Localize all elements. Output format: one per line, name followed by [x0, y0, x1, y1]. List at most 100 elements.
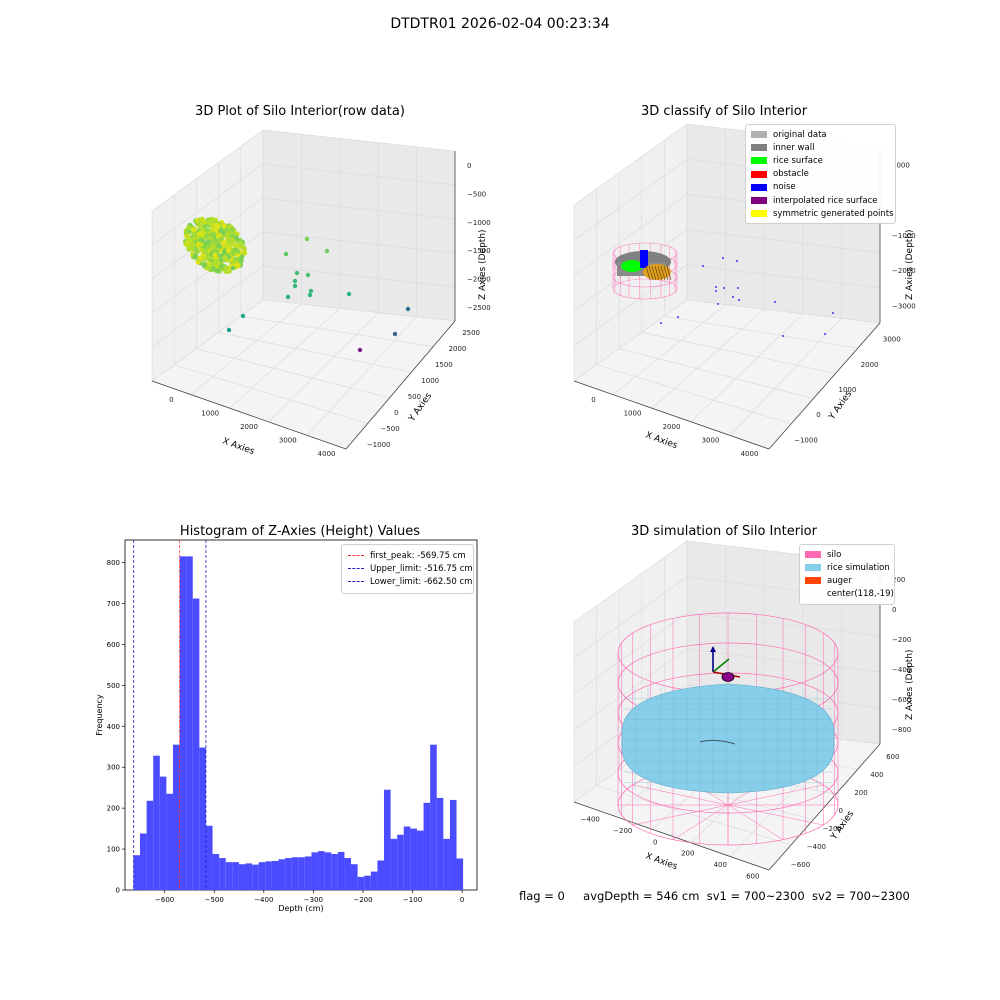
- tick-label: 400: [714, 861, 727, 869]
- noise-point: [736, 260, 738, 262]
- raw-point: [191, 227, 197, 233]
- histogram-bar: [285, 858, 292, 890]
- histogram-bar: [238, 864, 246, 890]
- raw-point: [206, 260, 212, 266]
- tick-label: −3000: [892, 302, 916, 310]
- legend-swatch: [751, 197, 767, 205]
- histogram-bar: [166, 793, 173, 890]
- interpolated-hatch: [648, 265, 654, 281]
- noise-point: [660, 322, 662, 324]
- figure-title: DTDTR01 2026-02-04 00:23:34: [390, 16, 610, 32]
- raw-point: [201, 249, 208, 255]
- floor-grid-line: [596, 785, 792, 846]
- histogram-bar: [410, 828, 417, 890]
- tick-label: −2000: [467, 276, 491, 284]
- legend-label: interpolated rice surface: [773, 195, 878, 206]
- y-tick-label: 200: [107, 805, 120, 813]
- simulation-plot-title: 3D simulation of Silo Interior: [631, 524, 817, 539]
- raw-point: [241, 246, 247, 252]
- raw-outlier-point: [294, 270, 300, 276]
- histogram-bar: [291, 857, 299, 890]
- legend-label: inner wall: [773, 142, 815, 153]
- legend-label: obstacle: [773, 169, 809, 180]
- raw-point: [193, 247, 199, 253]
- simulation-y-tick-labels: −600 −400 −200 0 200 400 600: [791, 753, 900, 869]
- raw-point: [222, 254, 228, 261]
- histogram-bar: [370, 871, 378, 890]
- raw-outlier-point: [304, 236, 310, 242]
- histogram-x-axis-label: Depth (cm): [278, 904, 323, 913]
- raw-outlier-point: [283, 251, 289, 257]
- raw-outlier-point: [240, 313, 246, 319]
- tick-label: −1500: [467, 247, 491, 255]
- histogram-bar: [192, 598, 200, 890]
- legend-swatch: [751, 157, 767, 165]
- noise-point: [737, 287, 739, 289]
- y-axis-line: [345, 320, 456, 450]
- noise-point: [782, 335, 784, 337]
- interpolated-hatch: [666, 265, 672, 281]
- legend-label: auger: [827, 575, 852, 586]
- floor-grid-line: [196, 348, 390, 399]
- x-tick-label: −200: [353, 896, 372, 904]
- legend-item-rice-surface: rice surface: [751, 154, 890, 167]
- rice-depression: [699, 739, 736, 745]
- histogram-bar: [146, 800, 154, 890]
- x-tick-label: −300: [304, 896, 323, 904]
- tick-label: 0: [394, 409, 398, 417]
- center-marker: [721, 672, 735, 682]
- tick-label: −500: [380, 425, 399, 433]
- noise-point: [723, 287, 725, 289]
- raw-point: [242, 250, 248, 256]
- raw-point: [201, 262, 207, 268]
- histogram-bar: [403, 826, 411, 890]
- legend-swatch: [751, 210, 767, 218]
- tick-label: −800: [892, 726, 911, 734]
- tick-label: −2000: [892, 267, 916, 275]
- wall-grid-line: [573, 684, 881, 767]
- tick-label: −1000: [892, 232, 916, 240]
- floor-grid-line: [641, 332, 836, 374]
- legend-swatch: [751, 170, 767, 178]
- y-tick-label: 0: [116, 887, 120, 895]
- tick-label: 600: [886, 753, 899, 761]
- rice-surface: [621, 683, 835, 794]
- histogram-y-ticks: 0 100 200 300 400 500 600 700 800: [107, 559, 125, 895]
- interpolated-hatch: [651, 265, 657, 281]
- y-tick-label: 300: [107, 764, 120, 772]
- histogram-bar: [416, 830, 424, 890]
- legend-item-symmetric: symmetric generated points: [751, 207, 894, 220]
- classify-y-tick-labels: −1000 0 1000 2000 3000: [794, 336, 901, 445]
- raw-point: [215, 267, 221, 273]
- histogram-bar: [443, 838, 450, 890]
- wall-grid-line: [151, 231, 456, 314]
- raw-outlier-point: [346, 291, 352, 297]
- auger-marker: [710, 646, 741, 682]
- silo-floor-spoke: [672, 804, 729, 840]
- legend-label: symmetric generated points: [773, 208, 894, 219]
- raw-point: [202, 256, 208, 262]
- wall-grid-line: [151, 197, 456, 280]
- legend-line: [348, 555, 364, 557]
- silo-floor-spoke: [632, 784, 729, 806]
- simulation-x-tick-labels: −400 −200 0 200 400 600: [581, 816, 760, 881]
- simulation-x-axis-label: X Axies: [644, 851, 679, 872]
- histogram-bar: [331, 853, 338, 890]
- wall-grid-line: [151, 163, 456, 246]
- raw-z-tick-labels: 0 −500 −1000 −1500 −2000 −2500: [467, 162, 491, 312]
- legend-swatch: [751, 131, 767, 139]
- raw-point: [204, 233, 210, 239]
- histogram-legend: first_peak: -569.75 cm Upper_limit: -516…: [341, 544, 474, 594]
- legend-line: [348, 581, 364, 583]
- legend-label: noise: [773, 182, 796, 193]
- tick-label: 0: [653, 838, 657, 846]
- tick-label: 200: [681, 850, 694, 858]
- noise-point: [715, 286, 717, 288]
- tick-label: 1500: [435, 361, 453, 369]
- tick-label: 1000: [892, 162, 910, 170]
- histogram-bar: [397, 834, 404, 890]
- legend-item-first-peak: first_peak: -569.75 cm: [348, 549, 467, 562]
- legend-swatch: [751, 183, 767, 191]
- histogram-title: Histogram of Z-Axies (Height) Values: [179, 524, 421, 539]
